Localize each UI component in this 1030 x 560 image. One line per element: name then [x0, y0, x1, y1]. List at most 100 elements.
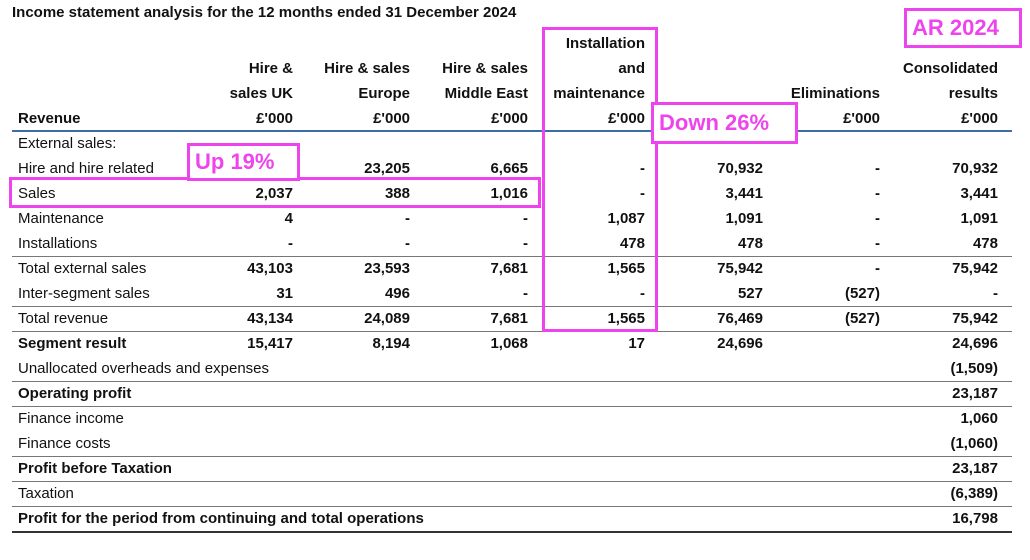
cell: (1,509) — [950, 360, 998, 377]
row-rule — [12, 456, 1012, 457]
cell: - — [993, 285, 998, 302]
row-label: Unallocated overheads and expenses — [18, 360, 270, 377]
cell: 24,696 — [717, 335, 763, 352]
cell: - — [523, 210, 528, 227]
cell: - — [875, 235, 880, 252]
cell: 1,565 — [607, 310, 645, 327]
cell: 70,932 — [717, 160, 763, 177]
column-header: Eliminations — [790, 85, 880, 102]
column-header: Hire & sales — [324, 60, 410, 77]
cell: 23,205 — [364, 160, 410, 177]
row-label: Total external sales — [18, 260, 147, 277]
cell: 75,942 — [717, 260, 763, 277]
row-label: Total revenue — [18, 310, 109, 327]
column-header: Installation — [565, 35, 645, 52]
cell: 43,103 — [247, 260, 293, 277]
row-label: Operating profit — [18, 385, 132, 402]
column-header: £'000 — [843, 110, 880, 127]
row-rule — [12, 506, 1012, 507]
column-header: maintenance — [553, 85, 645, 102]
row-label: Finance costs — [18, 435, 111, 452]
row-label: Inter-segment sales — [18, 285, 150, 302]
cell: 7,681 — [490, 260, 528, 277]
cell: 478 — [737, 235, 763, 252]
row-rule — [12, 331, 1012, 332]
column-header: £'000 — [491, 110, 528, 127]
cell: 1,016 — [490, 185, 528, 202]
cell: 8,194 — [372, 335, 410, 352]
column-header: Consolidated — [902, 60, 998, 77]
cell: - — [405, 235, 410, 252]
header-rule — [12, 130, 1012, 132]
cell: - — [640, 285, 645, 302]
cell: - — [288, 235, 293, 252]
cell: 3,441 — [725, 185, 763, 202]
column-header: £'000 — [608, 110, 645, 127]
cell: 23,593 — [364, 260, 410, 277]
row-rule — [12, 481, 1012, 482]
row-rule — [12, 306, 1012, 307]
cell: 15,417 — [247, 335, 293, 352]
row-label: External sales: — [18, 135, 117, 152]
cell: (527) — [844, 310, 880, 327]
cell: - — [405, 210, 410, 227]
title: Income statement analysis for the 12 mon… — [12, 4, 517, 21]
row-label: Segment result — [18, 335, 127, 352]
cell: 70,932 — [952, 160, 998, 177]
column-header: Europe — [358, 85, 410, 102]
cell: (1,060) — [950, 435, 998, 452]
cell: - — [640, 160, 645, 177]
row-rule — [12, 381, 1012, 382]
annotation: Up 19% — [187, 143, 300, 181]
cell: 3,441 — [960, 185, 998, 202]
cell: - — [875, 160, 880, 177]
cell: - — [523, 235, 528, 252]
row-label: Finance income — [18, 410, 124, 427]
cell: 24,696 — [952, 335, 998, 352]
column-header: Middle East — [444, 85, 528, 102]
cell: 6,665 — [490, 160, 528, 177]
column-header: £'000 — [961, 110, 998, 127]
cell: 2,037 — [255, 185, 293, 202]
cell: 31 — [276, 285, 293, 302]
row-rule — [12, 406, 1012, 407]
cell: 4 — [284, 210, 293, 227]
column-header: £'000 — [256, 110, 293, 127]
annotation: AR 2024 — [904, 8, 1022, 48]
row-label: Maintenance — [18, 210, 104, 227]
cell: 75,942 — [952, 260, 998, 277]
cell: 496 — [384, 285, 410, 302]
column-header: Hire & — [248, 60, 293, 77]
cell: 1,091 — [960, 210, 998, 227]
cell: 75,942 — [952, 310, 998, 327]
row-label: Profit before Taxation — [18, 460, 172, 477]
bottom-rule — [12, 531, 1012, 533]
cell: - — [875, 210, 880, 227]
cell: 17 — [628, 335, 645, 352]
cell: 527 — [737, 285, 763, 302]
cell: - — [523, 285, 528, 302]
cell: 1,091 — [725, 210, 763, 227]
cell: (6,389) — [950, 485, 998, 502]
cell: 43,134 — [247, 310, 293, 327]
cell: 76,469 — [717, 310, 763, 327]
row-rule — [12, 256, 1012, 257]
column-header: Revenue — [18, 110, 81, 127]
cell: 16,798 — [952, 510, 998, 527]
highlight-box — [9, 177, 541, 208]
highlight-box — [542, 27, 658, 332]
cell: 24,089 — [364, 310, 410, 327]
cell: 478 — [972, 235, 998, 252]
row-label: Installations — [18, 235, 98, 252]
cell: - — [640, 185, 645, 202]
cell: 23,187 — [952, 460, 998, 477]
cell: 7,681 — [490, 310, 528, 327]
cell: - — [875, 185, 880, 202]
column-header: £'000 — [373, 110, 410, 127]
column-header: sales UK — [229, 85, 293, 102]
cell: 1,068 — [490, 335, 528, 352]
column-header: results — [948, 85, 998, 102]
annotation: Down 26% — [651, 102, 798, 144]
column-header: and — [618, 60, 645, 77]
